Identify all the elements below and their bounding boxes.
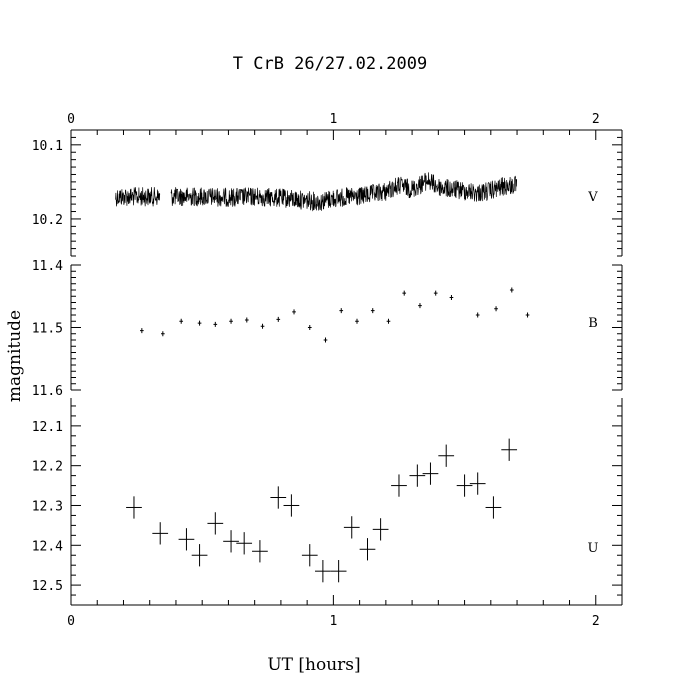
point-U [178,528,195,551]
point-B [323,337,328,343]
point-U [270,486,287,509]
point-B [229,318,233,324]
point-B [418,303,422,309]
point-U [283,494,300,517]
point-B [179,318,184,324]
series-V [115,172,518,212]
point-B [386,318,391,324]
chart-title: T CrB 26/27.02.2009 [233,54,427,74]
point-U [485,496,502,519]
y-tick-label-U: 12.5 [32,579,63,594]
point-B [244,317,249,323]
point-B [475,312,480,318]
x-tick-label-top: 0 [67,112,75,127]
point-U [456,474,473,497]
point-U [372,518,389,541]
band-label-B: B [588,316,598,331]
point-U [391,474,407,497]
point-B [339,308,344,314]
point-B [494,306,498,312]
y-tick-label-V: 10.2 [32,213,63,228]
y-tick-label-U: 12.4 [32,539,63,554]
point-B [307,325,312,330]
x-tick-label: 2 [592,614,600,629]
x-tick-label: 0 [67,614,75,629]
point-B [213,321,218,327]
point-B [140,328,144,334]
v-light-curve [115,172,518,212]
point-B [525,312,530,318]
band-label-V: V [587,190,598,205]
point-B [276,316,281,322]
point-B [197,320,202,326]
point-U [343,516,360,539]
point-U [236,532,253,555]
y-tick-label-U: 12.1 [32,420,63,435]
point-U [409,464,426,487]
y-tick-label-V: 10.1 [32,139,63,154]
point-B [402,290,407,296]
point-U [330,560,347,583]
x-tick-label: 1 [329,614,337,629]
series-B [140,287,530,343]
point-B [449,295,454,300]
point-U [252,540,268,563]
point-U [469,472,486,495]
point-U [126,496,142,519]
point-U [315,560,331,583]
point-B [433,290,438,296]
y-tick-label-U: 12.2 [32,460,63,475]
point-U [301,544,318,567]
data-marks [115,172,530,583]
x-tick-label-top: 2 [592,112,600,127]
point-U [207,512,224,535]
point-B [355,318,359,324]
point-B [370,308,375,314]
band-label-U: U [588,541,599,556]
y-tick-label-B: 11.6 [32,384,63,399]
series-U [126,438,518,583]
y-tick-label-B: 11.5 [32,322,63,337]
point-B [292,309,296,315]
point-B [160,331,165,337]
x-tick-label-top: 1 [329,112,337,127]
point-B [509,287,514,293]
x-axis-label: UT [hours] [267,655,360,675]
point-U [359,538,376,561]
point-U [501,438,518,461]
point-U [152,522,169,545]
y-axis-label: magnitude [5,310,25,402]
point-U [223,530,239,553]
y-tick-label-U: 12.3 [32,499,63,514]
tick-labels: 10.110.2V11.411.511.6B12.112.212.312.412… [32,112,600,629]
point-U [191,544,208,567]
tick-marks [70,129,623,606]
point-U [438,444,455,467]
point-U [422,462,439,485]
point-B [260,323,265,329]
y-tick-label-B: 11.4 [32,259,63,274]
